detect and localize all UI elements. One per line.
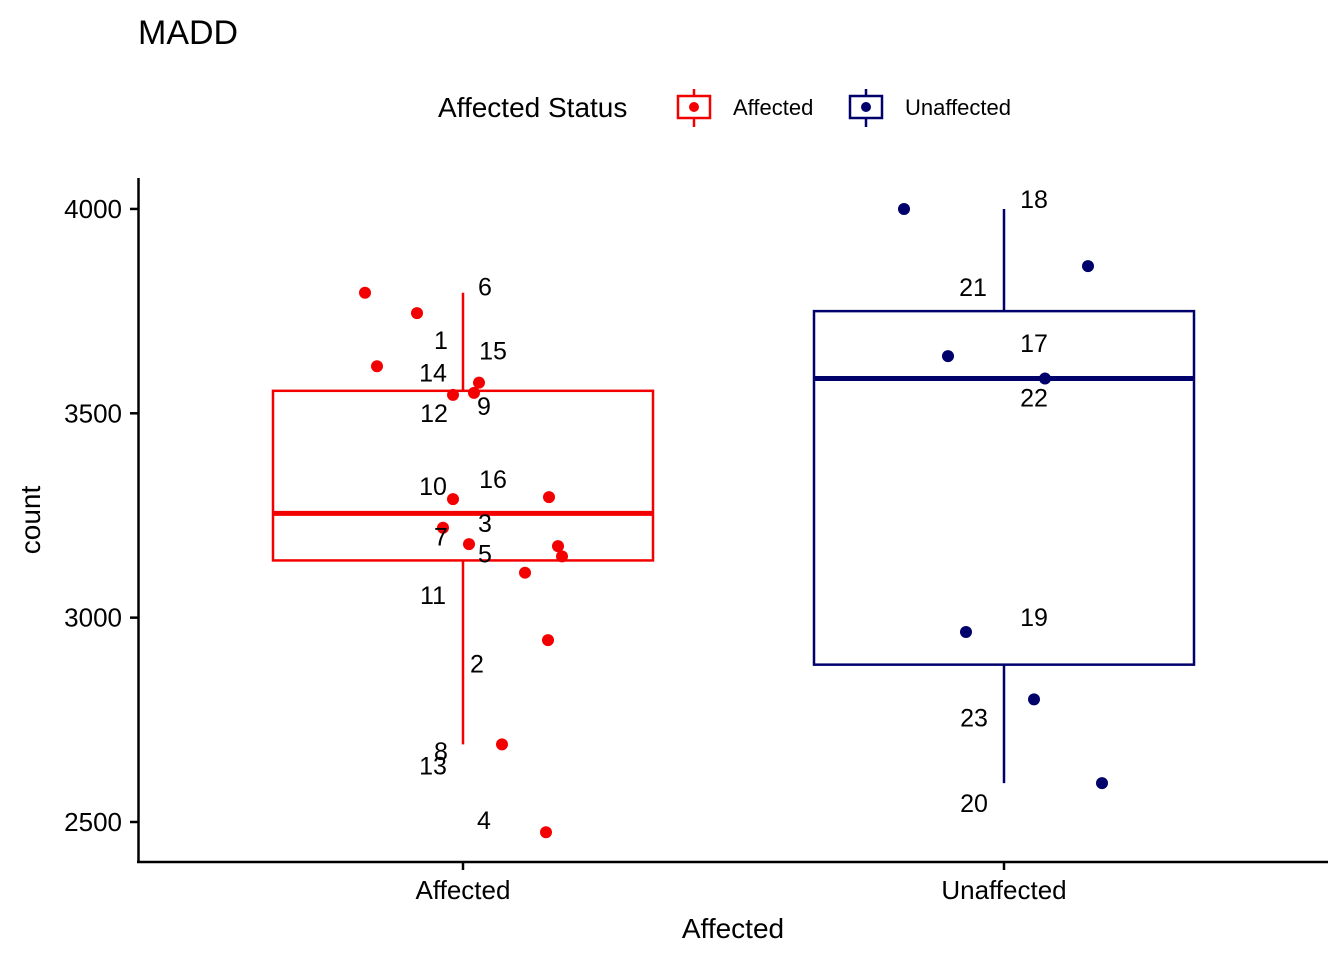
chart-title: MADD <box>138 14 238 52</box>
point-label-13: 13 <box>419 752 447 780</box>
point-label-8: 8 <box>434 738 448 766</box>
point-label-21: 21 <box>959 274 987 302</box>
point-label-23: 23 <box>960 704 988 732</box>
point-label-4: 4 <box>477 807 491 835</box>
data-point-11 <box>463 538 475 551</box>
data-point-8 <box>542 634 554 647</box>
legend-key-affected <box>676 89 712 127</box>
point-label-12: 12 <box>420 400 448 428</box>
point-label-11: 11 <box>420 582 446 610</box>
data-point-19 <box>960 625 972 638</box>
point-label-3: 3 <box>478 510 492 538</box>
y-tick-label: 3000 <box>64 603 122 633</box>
point-label-9: 9 <box>477 393 491 421</box>
data-point-18 <box>898 202 910 215</box>
data-point-6 <box>359 286 371 299</box>
y-axis-label: count <box>15 486 46 555</box>
data-point-10 <box>447 493 459 506</box>
data-point-21 <box>1082 260 1094 273</box>
y-tick-label: 2500 <box>64 807 122 837</box>
x-axis-ticks: Affected Unaffected <box>416 862 1067 905</box>
point-label-2: 2 <box>470 651 484 679</box>
data-point-5 <box>556 550 568 563</box>
data-point-15 <box>473 376 485 389</box>
legend: Affected Status Affected Unaffected <box>438 89 1011 127</box>
point-label-10: 10 <box>419 473 447 501</box>
x-axis-label: Affected <box>682 913 784 944</box>
point-label-5: 5 <box>478 540 492 568</box>
x-tick-label: Unaffected <box>941 875 1066 905</box>
data-point-22 <box>1039 372 1051 385</box>
legend-label-affected: Affected <box>733 95 813 120</box>
data-point-2 <box>519 566 531 579</box>
y-tick-label: 3500 <box>64 398 122 428</box>
data-point-12 <box>447 388 459 401</box>
data-point-1 <box>411 307 423 320</box>
x-tick-label: Affected <box>416 875 511 905</box>
point-label-17: 17 <box>1020 330 1048 358</box>
data-point-9 <box>468 386 480 399</box>
legend-title: Affected Status <box>438 92 627 123</box>
point-label-15: 15 <box>479 338 507 366</box>
data-point-4 <box>540 826 552 839</box>
data-point-14 <box>371 360 383 373</box>
point-label-20: 20 <box>960 790 988 818</box>
point-label-19: 19 <box>1020 604 1048 632</box>
point-label-22: 22 <box>1020 385 1048 413</box>
box-affected <box>271 292 655 745</box>
iqr-box <box>271 389 655 562</box>
point-label-16: 16 <box>479 466 507 494</box>
point-label-6: 6 <box>478 274 492 302</box>
data-point-7 <box>437 521 449 534</box>
y-tick-label: 4000 <box>64 194 122 224</box>
iqr-box <box>812 309 1196 666</box>
data-point-16 <box>543 491 555 504</box>
point-label-18: 18 <box>1020 186 1048 214</box>
point-label-14: 14 <box>419 359 447 387</box>
point-label-1: 1 <box>434 327 448 355</box>
data-point-13 <box>496 738 508 751</box>
data-point-3 <box>552 540 564 553</box>
data-point-20 <box>1096 777 1108 790</box>
data-point-23 <box>1028 693 1040 706</box>
box-unaffected <box>812 208 1196 784</box>
legend-key-unaffected <box>848 89 884 127</box>
legend-label-unaffected: Unaffected <box>905 95 1011 120</box>
data-point-17 <box>942 350 954 363</box>
y-axis-ticks: 2500 3000 3500 4000 <box>64 194 138 837</box>
point-label-7: 7 <box>434 524 448 552</box>
